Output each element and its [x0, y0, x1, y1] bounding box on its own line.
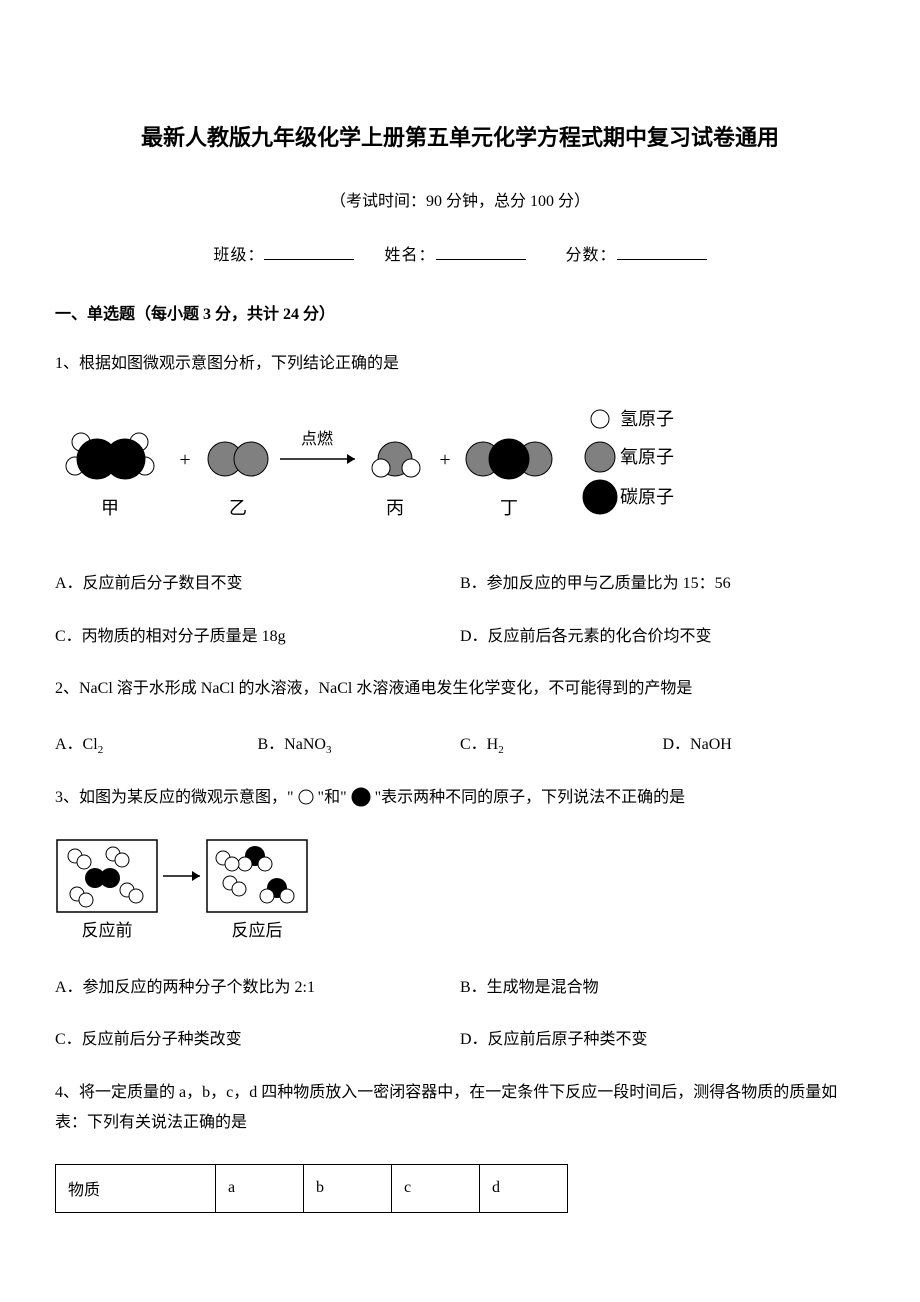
doc-title: 最新人教版九年级化学上册第五单元化学方程式期中复习试卷通用	[55, 120, 865, 152]
after-contents	[216, 846, 294, 903]
table-row: 物质 a b c d	[56, 1164, 568, 1212]
arrow-ignite: 点燃	[280, 430, 355, 464]
q3-opts-ab: A．参加反应的两种分子个数比为 2:1 B．生成物是混合物	[55, 973, 865, 1003]
q3-diagram: 反应前 反应后	[55, 838, 865, 948]
cell-c: c	[392, 1164, 480, 1212]
q1-opt-a: A．反应前后分子数目不变	[55, 569, 460, 599]
q4-table: 物质 a b c d	[55, 1164, 568, 1213]
before-contents	[68, 847, 143, 907]
q3-opt-b: B．生成物是混合物	[460, 973, 865, 1003]
q3-opt-a: A．参加反应的两种分子个数比为 2:1	[55, 973, 460, 1003]
q1-opt-b: B．参加反应的甲与乙质量比为 15：56	[460, 569, 865, 599]
label-jia: 甲	[101, 498, 119, 518]
q2-opt-d: D．NaOH	[663, 730, 866, 761]
score-label: 分数：	[566, 247, 617, 264]
legend: 氢原子 氧原子 碳原子	[583, 409, 674, 514]
label-bing: 丙	[386, 498, 404, 518]
white-atom-icon	[298, 789, 314, 805]
info-line: 班级： 姓名： 分数：	[55, 241, 865, 265]
q1-opts-cd: C．丙物质的相对分子质量是 18g D．反应前后各元素的化合价均不变	[55, 622, 865, 652]
svg-text:点燃: 点燃	[301, 430, 333, 448]
q3-opt-c: C．反应前后分子种类改变	[55, 1025, 460, 1055]
q1-opts-ab: A．反应前后分子数目不变 B．参加反应的甲与乙质量比为 15：56	[55, 569, 865, 599]
molecule-yi	[208, 442, 268, 476]
doc-subtitle: （考试时间：90 分钟，总分 100 分）	[55, 187, 865, 211]
score-blank[interactable]	[617, 244, 707, 260]
molecule-ding	[466, 439, 552, 479]
label-yi: 乙	[229, 498, 247, 518]
cell-d: d	[480, 1164, 568, 1212]
class-blank[interactable]	[264, 244, 354, 260]
q2-opt-b: B．NaNO3	[258, 730, 461, 761]
q1-stem: 1、根据如图微观示意图分析，下列结论正确的是	[55, 349, 865, 379]
label-ding: 丁	[500, 498, 518, 518]
q1-opt-d: D．反应前后各元素的化合价均不变	[460, 622, 865, 652]
q2-stem: 2、NaCl 溶于水形成 NaCl 的水溶液，NaCl 水溶液通电发生化学变化，…	[55, 674, 865, 704]
q2-opt-c: C．H2	[460, 730, 663, 761]
black-atom-icon	[351, 787, 371, 807]
q3-stem: 3、如图为某反应的微观示意图，" "和" "表示两种不同的原子，下列说法不正确的…	[55, 783, 865, 813]
section-1-heading: 一、单选题（每小题 3 分，共计 24 分）	[55, 300, 865, 324]
cell-a: a	[216, 1164, 304, 1212]
q3-opt-d: D．反应前后原子种类不变	[460, 1025, 865, 1055]
molecule-jia	[66, 433, 154, 479]
after-label: 反应后	[232, 921, 283, 940]
q1-opt-c: C．丙物质的相对分子质量是 18g	[55, 622, 460, 652]
row-header-cell: 物质	[56, 1164, 216, 1212]
cell-b: b	[304, 1164, 392, 1212]
class-label: 班级：	[213, 247, 264, 264]
name-label: 姓名：	[384, 247, 435, 264]
q2-opt-a: A．Cl2	[55, 730, 258, 761]
molecule-bing	[372, 442, 420, 477]
svg-text:氧原子: 氧原子	[620, 447, 674, 467]
q3-opts-cd: C．反应前后分子种类改变 D．反应前后原子种类不变	[55, 1025, 865, 1055]
q2-opts: A．Cl2 B．NaNO3 C．H2 D．NaOH	[55, 730, 865, 761]
svg-text:氢原子: 氢原子	[620, 409, 674, 429]
q4-stem: 4、将一定质量的 a，b，c，d 四种物质放入一密闭容器中，在一定条件下反应一段…	[55, 1078, 865, 1139]
before-label: 反应前	[82, 921, 133, 940]
q1-diagram: 甲 + 乙 点燃 丙 + 丁 氢原子 氧原子 碳原子	[55, 404, 865, 544]
plus-1: +	[179, 449, 190, 471]
plus-2: +	[439, 449, 450, 471]
name-blank[interactable]	[436, 244, 526, 260]
svg-text:碳原子: 碳原子	[620, 487, 674, 507]
